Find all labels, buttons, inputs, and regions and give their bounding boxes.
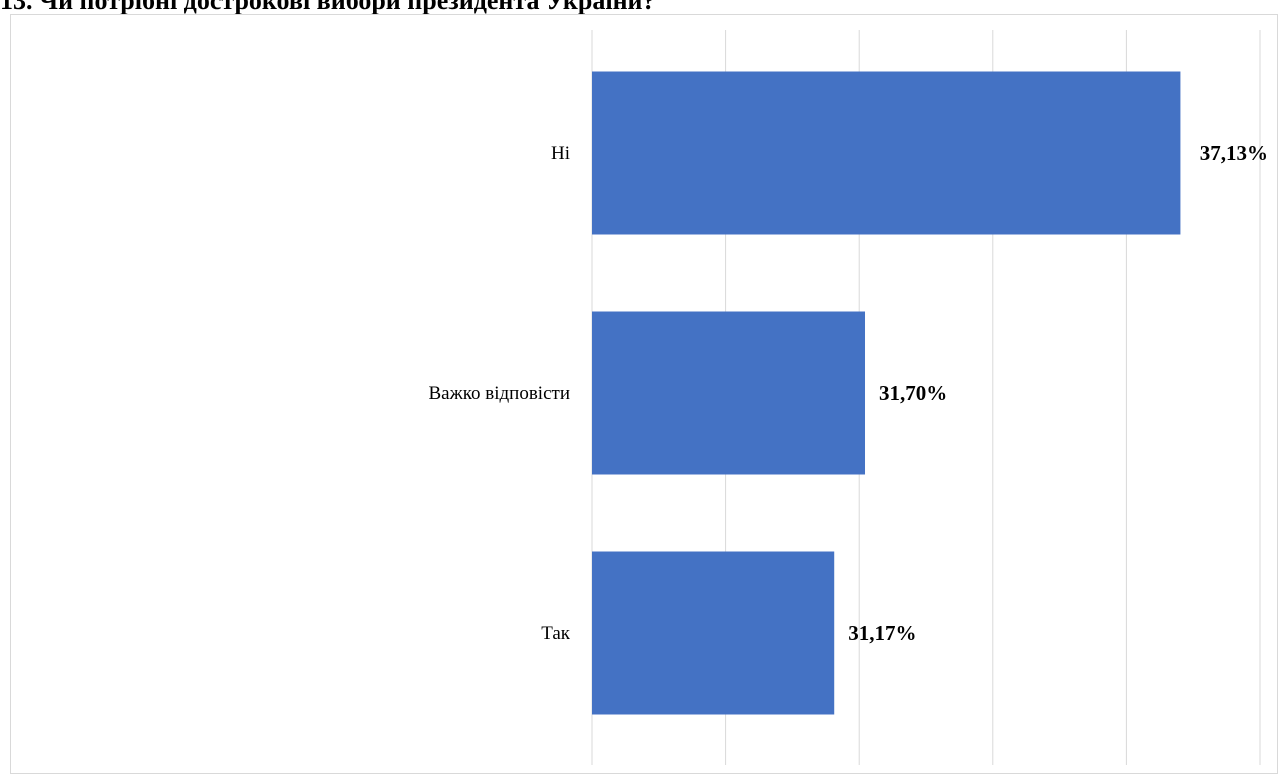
labels: Ні 37,13% Важко відповісти 31,70% Так 31,17% bbox=[429, 141, 1269, 645]
bar-0 bbox=[592, 71, 1181, 235]
value-label: 31,70% bbox=[879, 381, 947, 405]
bar-2 bbox=[592, 551, 835, 715]
category-label: Ні bbox=[551, 143, 570, 164]
category-label: Важко відповісти bbox=[429, 383, 571, 404]
bar-1 bbox=[592, 311, 866, 475]
chart-title: 13. Чи потрібні дострокові вибори презид… bbox=[0, 0, 656, 15]
category-label: Так bbox=[541, 623, 571, 644]
value-label: 37,13% bbox=[1200, 141, 1268, 165]
bars bbox=[592, 71, 1181, 715]
value-label: 31,17% bbox=[848, 621, 916, 645]
